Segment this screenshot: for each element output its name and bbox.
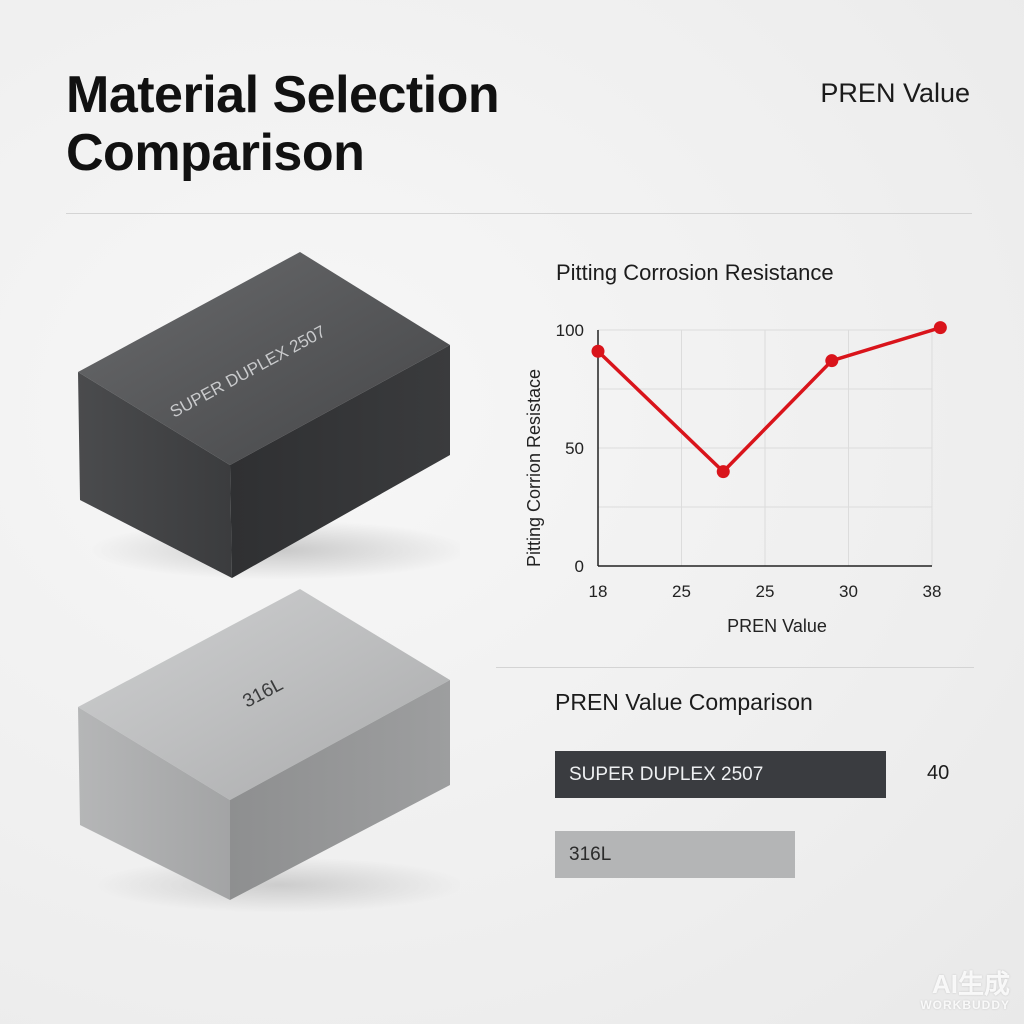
x-tick-label-0: 18 bbox=[589, 582, 608, 601]
bar-chart-title: PREN Value Comparison bbox=[555, 689, 813, 715]
top-divider bbox=[66, 213, 972, 214]
y-axis-label: Pitting Corrion Resistace bbox=[524, 369, 544, 567]
bar-316l: 316L bbox=[555, 831, 795, 878]
x-tick-label-4: 38 bbox=[923, 582, 942, 601]
data-point-2 bbox=[825, 354, 839, 368]
x-tick-label-2: 25 bbox=[756, 582, 775, 601]
y-tick-label-0: 0 bbox=[575, 557, 584, 576]
x-tick-label-3: 30 bbox=[839, 582, 858, 601]
page-title-line2: Comparison bbox=[66, 124, 365, 182]
watermark-main: AI生成 bbox=[931, 969, 1010, 999]
bar-super-duplex: SUPER DUPLEX 2507 bbox=[555, 751, 886, 798]
x-tick-label-1: 25 bbox=[672, 582, 691, 601]
watermark-sub: WORKBUDDY bbox=[920, 998, 1010, 1012]
bar-super-duplex-label: SUPER DUPLEX 2507 bbox=[569, 763, 764, 785]
y-tick-label-2: 100 bbox=[556, 321, 584, 340]
line-chart-title: Pitting Corrosion Resistance bbox=[556, 260, 834, 285]
data-point-1 bbox=[716, 465, 730, 479]
page-title-line1: Material Selection bbox=[66, 66, 500, 124]
series-line-0 bbox=[596, 325, 943, 474]
data-point-0 bbox=[591, 344, 605, 358]
super-duplex-block: SUPER DUPLEX 2507 bbox=[70, 250, 460, 585]
line-chart: 0 50 100 18 25 25 30 38 PREN Value Pitting Corrio… bbox=[524, 321, 947, 636]
316l-block: 316L bbox=[70, 585, 460, 915]
bar-super-duplex-value: 40 bbox=[927, 762, 950, 784]
watermark: AI生成 WORKBUDDY bbox=[920, 970, 1010, 1012]
section-divider bbox=[496, 667, 974, 668]
top-right-label: PREN Value bbox=[820, 78, 970, 108]
y-tick-label-1: 50 bbox=[565, 439, 584, 458]
page-title: Material Selection Comparison bbox=[66, 66, 500, 182]
data-point-3 bbox=[933, 321, 947, 335]
bar-316l-label: 316L bbox=[569, 843, 612, 865]
x-axis-label: PREN Value bbox=[727, 616, 827, 636]
